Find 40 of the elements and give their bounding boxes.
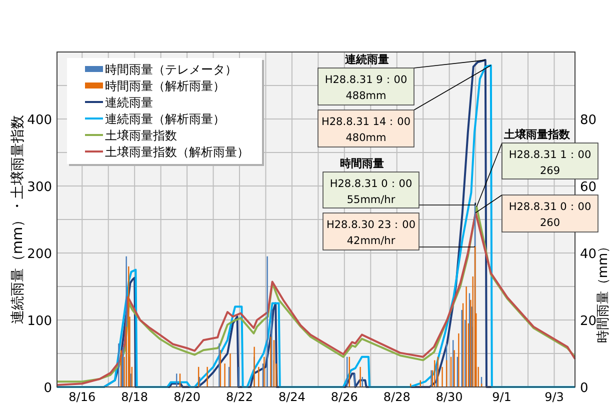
annotation: 連続雨量 [344,53,389,66]
annotation: 時間雨量 [340,157,384,170]
x-tick-label: 8/16 [68,390,96,403]
legend-label: 土壌雨量指数（解析雨量） [105,145,249,159]
y2-tick-label: 80 [580,113,597,128]
legend-label: 連続雨量 [105,96,153,110]
x-tick-label: 8/20 [174,390,201,403]
x-tick-label: 9/3 [544,390,564,403]
y-tick-label: 400 [27,113,52,128]
x-tick-label: 8/28 [383,390,410,403]
annotation: H28.8.31 14：00 480mm [321,116,411,144]
x-tick-label: 8/30 [436,390,463,403]
y2-axis-title: 時間雨量（mm） [596,240,611,344]
annotation: H28.8.31 0：00 260 [508,201,592,229]
legend-label: 土壌雨量指数 [105,128,177,142]
y-tick-label: 300 [27,180,52,195]
annotation: 土壌雨量指数 [503,128,571,141]
callout: H28.8.30 23：00 42mm/hr [322,212,475,250]
annotation: H28.8.31 1：00 269 [508,149,592,177]
y-tick-label: 100 [27,314,52,329]
y-tick-label: 200 [27,247,52,262]
y-tick-label: 0 [44,381,52,396]
y-axis-title: 連続雨量（mm）・土壌雨量指数 [10,114,26,324]
y2-tick-label: 40 [580,247,597,262]
y2-tick-label: 60 [580,180,597,195]
x-tick-label: 8/22 [226,390,253,403]
y2-tick-label: 20 [580,314,597,329]
x-tick-label: 9/1 [492,390,512,403]
annotation: H28.8.31 9：00 488mm [324,74,408,102]
annotation: H28.8.30 23：00 42mm/hr [326,219,416,247]
legend-label: 時間雨量（解析雨量） [105,79,225,93]
annotation: H28.8.31 0：00 55mm/hr [330,178,412,206]
callout: H28.8.31 0：00 260 [475,194,598,232]
x-tick-label: 8/26 [330,390,358,403]
callout: H28.8.31 0：00 55mm/hr [322,172,476,208]
x-tick-label: 8/18 [121,390,148,403]
y2-tick-label: 0 [580,381,588,396]
x-tick-label: 8/24 [278,390,306,403]
legend-label: 時間雨量（テレメータ） [105,62,237,76]
legend-label: 連続雨量（解析雨量） [105,112,225,126]
